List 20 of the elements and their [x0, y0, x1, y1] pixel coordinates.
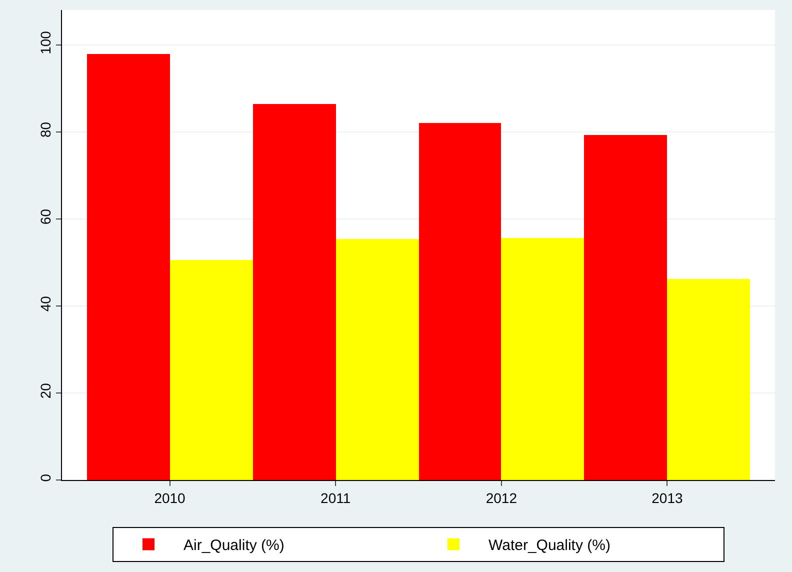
bar: [336, 239, 419, 480]
bar: [253, 104, 336, 480]
x-tick-label: 2013: [652, 490, 683, 506]
bar: [170, 260, 253, 480]
bar: [419, 123, 501, 480]
y-tick-label: 40: [37, 296, 54, 312]
bar: [501, 238, 584, 480]
y-tick-label: 100: [37, 30, 54, 54]
x-tick-label: 2010: [154, 490, 186, 506]
bar: [584, 135, 667, 480]
bar: [667, 279, 750, 480]
y-tick-label: 0: [37, 474, 54, 482]
x-tick-label: 2012: [486, 490, 518, 506]
legend-label: Air_Quality (%): [184, 537, 284, 554]
bar: [87, 54, 170, 480]
x-tick-label: 2011: [320, 490, 351, 506]
y-tick-label: 80: [37, 122, 54, 138]
legend-label: Water_Quality (%): [488, 537, 610, 554]
y-tick-label: 60: [37, 208, 54, 225]
y-tick-label: 20: [37, 382, 54, 399]
